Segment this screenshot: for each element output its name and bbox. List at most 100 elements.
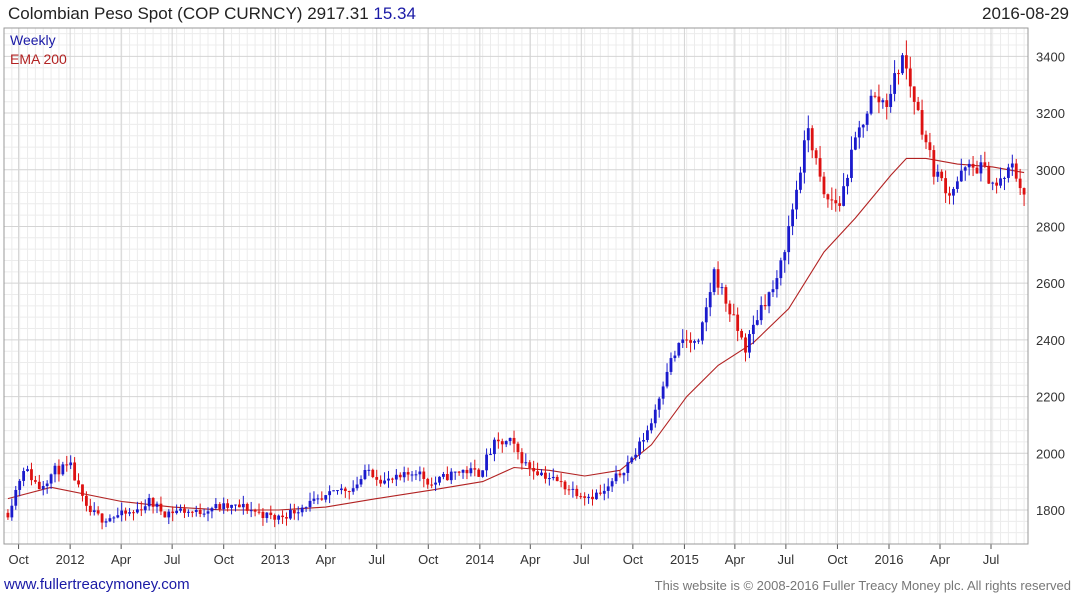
chart-axes: 1800 2000 2200 2400 2600 2800 3000 3200 3400 Oct 2… [3, 27, 1065, 567]
candle-body [708, 292, 712, 308]
plot-frame [3, 27, 1029, 545]
chart-legend: Weekly EMA 200 [10, 32, 67, 67]
candle-body [135, 509, 139, 513]
candle-body [485, 454, 488, 471]
candle [838, 196, 842, 212]
candle-body [673, 355, 677, 359]
candle [281, 510, 284, 524]
chart-date: 2016-08-29 [982, 4, 1069, 23]
y-tick-label-3000: 3000 [1036, 163, 1065, 178]
candle-body [57, 465, 61, 475]
candle-body [920, 110, 924, 135]
candle-body [559, 481, 563, 483]
candle [681, 329, 685, 349]
candle [292, 503, 296, 520]
candle-body [26, 469, 29, 472]
candle [697, 338, 700, 344]
candle-body [751, 324, 755, 335]
candle-body [367, 469, 371, 471]
x-tick-label-4: Oct [214, 552, 235, 567]
chart-header: Colombian Peso Spot (COP CURNCY) 2917.31… [8, 4, 416, 24]
candle [116, 507, 120, 519]
candle [975, 160, 979, 174]
candle-body [885, 100, 889, 107]
candle-body [971, 163, 975, 168]
candle [434, 476, 437, 492]
candle-body [238, 504, 241, 508]
candle [10, 498, 14, 521]
candle [77, 473, 80, 488]
x-tick-label-13: 2015 [670, 552, 699, 567]
candle-body [626, 462, 630, 473]
candle-body [430, 484, 434, 486]
candle-body [465, 469, 469, 474]
candle [834, 188, 838, 212]
candle [159, 496, 163, 516]
candle-body [928, 142, 932, 151]
candle-body [61, 464, 65, 475]
candle-body [179, 508, 182, 511]
y-tick-label-3400: 3400 [1036, 49, 1065, 64]
candle [104, 518, 108, 528]
candle [916, 96, 920, 112]
candle-body [198, 509, 202, 515]
candle [277, 514, 281, 525]
candle-body [614, 473, 618, 482]
candle-body [685, 339, 689, 341]
y-tick-label-1800: 1800 [1036, 503, 1065, 518]
candle [587, 493, 590, 504]
candle [559, 473, 563, 488]
candle [1006, 163, 1010, 183]
candle-body [226, 503, 230, 508]
candle-body [308, 500, 312, 508]
candle [646, 425, 649, 443]
candle [877, 84, 881, 114]
candle-body [932, 150, 936, 177]
candle-body [1022, 188, 1026, 195]
candle [300, 504, 304, 517]
candle-body [889, 93, 893, 107]
candle [155, 501, 159, 514]
candle [724, 284, 728, 312]
candle [818, 145, 822, 182]
site-link[interactable]: www.fullertreacymoney.com [4, 576, 190, 593]
candle [308, 492, 312, 512]
candle-body [720, 287, 724, 289]
candle [940, 169, 944, 182]
candle [234, 504, 237, 512]
candle-body [944, 178, 948, 194]
candle-body [987, 165, 991, 184]
candle-body [799, 172, 802, 190]
candle [190, 510, 194, 518]
candle [547, 472, 551, 486]
candle [6, 509, 10, 520]
x-tick-label-1: 2012 [56, 552, 85, 567]
candle-body [975, 167, 979, 174]
candle [289, 503, 292, 520]
candle [814, 147, 818, 165]
candle [1018, 168, 1022, 195]
candle [967, 159, 971, 176]
y-tick-label-2800: 2800 [1036, 219, 1065, 234]
candle-body [414, 474, 418, 476]
candle-body [434, 482, 437, 485]
candle-body [202, 513, 206, 515]
candle [622, 472, 626, 484]
candle [873, 92, 877, 99]
candle [84, 491, 88, 512]
candle [555, 474, 559, 482]
candle-body [37, 481, 41, 490]
candle [175, 504, 179, 515]
candle [340, 484, 343, 495]
candle-body [222, 503, 226, 510]
candle-body [571, 488, 575, 490]
candle-body [265, 512, 269, 519]
candle [33, 475, 37, 484]
candle-body [689, 340, 692, 343]
candle-body [842, 186, 846, 206]
candle-body [183, 508, 186, 513]
candle-body [359, 479, 363, 485]
candle [324, 494, 328, 503]
candle [991, 181, 995, 191]
candle [610, 478, 614, 492]
